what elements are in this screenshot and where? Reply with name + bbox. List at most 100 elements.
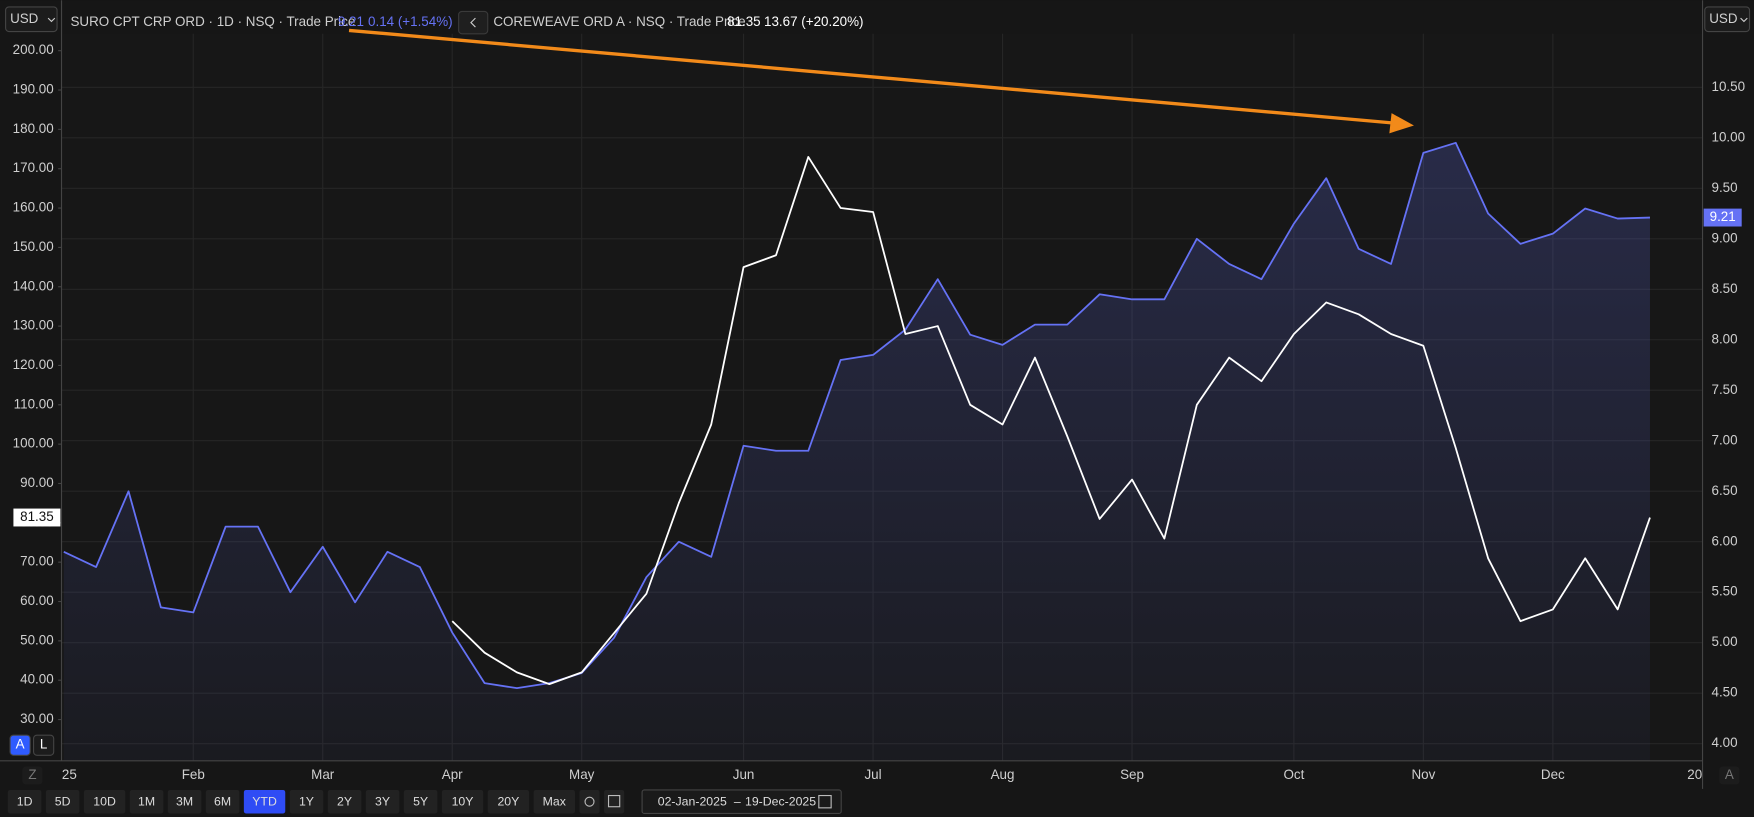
y-tick-label: 190.00 [13, 82, 54, 97]
y2-tick-label: 9.50 [1711, 180, 1737, 195]
y2-tick-label: 4.50 [1711, 685, 1737, 700]
range-button-label[interactable]: 5Y [413, 795, 428, 809]
x-tick-label: Feb [182, 767, 205, 782]
legend-change: 13.67 (+20.20%) [764, 14, 864, 29]
y-tick-label: 180.00 [13, 121, 54, 136]
y-tick-label: 60.00 [20, 593, 54, 608]
date-range-box[interactable] [641, 789, 842, 815]
range-button-label[interactable]: 1M [138, 795, 155, 809]
ui: 4.00 4.50 5.00 5.50 6.00 6.50 7.00 7.50 8.00 8.50… [5, 6, 1751, 815]
currency-right[interactable]: USD [1709, 11, 1738, 26]
y2-tick-label: 7.00 [1711, 432, 1737, 447]
range-button-label[interactable]: 10D [93, 795, 116, 809]
settings-button[interactable] [579, 789, 600, 814]
y-tick-label: 90.00 [20, 475, 54, 490]
range-button[interactable] [83, 789, 126, 814]
scale-mode-label[interactable]: L [40, 737, 48, 752]
legend-change: 0.14 (+1.54%) [368, 14, 453, 29]
range-button[interactable] [487, 789, 530, 814]
range-button[interactable] [167, 789, 202, 814]
corner-button[interactable] [22, 766, 43, 785]
range-button[interactable] [533, 789, 575, 814]
x-end-label: 20 [1687, 767, 1702, 782]
y-tick-label: 70.00 [20, 554, 54, 569]
y2-tick-label: 5.50 [1711, 584, 1737, 599]
y2-tick-label: 5.00 [1711, 634, 1737, 649]
y2-tick-label: 10.00 [1711, 129, 1745, 144]
range-button[interactable] [289, 789, 324, 814]
x-tick-label: Jul [864, 767, 881, 782]
range-button-label[interactable]: 6M [214, 795, 231, 809]
y2-tick-label: 8.50 [1711, 281, 1737, 296]
range-button[interactable] [365, 789, 400, 814]
range-button[interactable] [403, 789, 438, 814]
y-tick-label: 50.00 [20, 632, 54, 647]
date-from[interactable]: 02-Jan-2025 [658, 795, 727, 809]
calendar-icon[interactable] [818, 794, 832, 809]
range-button-label[interactable]: 1D [17, 795, 33, 809]
corner-label[interactable]: A [1725, 767, 1734, 782]
range-button-label[interactable]: 20Y [497, 795, 519, 809]
legend-last-value: 9.21 [338, 14, 364, 29]
range-button-label[interactable]: 1Y [299, 795, 314, 809]
range-button-label[interactable]: 3Y [375, 795, 390, 809]
line [451, 156, 1651, 686]
x-tick-label: Apr [442, 767, 463, 782]
legend-series-name: COREWEAVE ORD A · NSQ · Trade Price [493, 14, 745, 29]
x-tick-label: May [569, 767, 595, 782]
range-button-label[interactable]: YTD [252, 795, 277, 809]
range-button-label[interactable]: 5D [55, 795, 71, 809]
y-tick-label: 150.00 [13, 239, 54, 254]
currency-left[interactable]: USD [10, 11, 39, 26]
scale-mode-button[interactable] [32, 734, 55, 756]
area [63, 142, 1650, 761]
range-button-label[interactable]: 3M [176, 795, 193, 809]
annotation-arrowhead [1389, 113, 1414, 134]
scale-mode-button[interactable] [9, 734, 31, 756]
line [63, 141, 1650, 690]
y-tick-label: 170.00 [13, 160, 54, 175]
range-button[interactable] [45, 789, 80, 814]
y-tick-label: 30.00 [20, 711, 54, 726]
collapse-button[interactable] [458, 10, 489, 35]
corner-button[interactable] [1719, 766, 1740, 785]
y-tick-label: 140.00 [13, 278, 54, 293]
last-value-label: 9.21 [1710, 209, 1736, 224]
table-button[interactable] [604, 789, 625, 814]
x-tick-label: Aug [991, 767, 1015, 782]
table-icon [607, 794, 621, 808]
y2-tick-label: 4.00 [1711, 735, 1737, 750]
currency-box[interactable] [5, 6, 58, 33]
corner-label[interactable]: Z [28, 767, 36, 782]
x-tick-label: Sep [1120, 767, 1144, 782]
range-button[interactable] [441, 789, 484, 814]
y2-tick-label: 8.00 [1711, 331, 1737, 346]
marks [63, 141, 1651, 761]
legend-series-name: SURO CPT CRP ORD · 1D · NSQ · Trade Pric… [70, 14, 355, 29]
date-to[interactable]: 19-Dec-2025 [745, 795, 816, 809]
x-tick-label: Dec [1541, 767, 1565, 782]
annotation-arrow [348, 28, 1397, 125]
currency-box[interactable] [1704, 6, 1751, 33]
range-button-label[interactable]: 2Y [337, 795, 352, 809]
scale-mode-label[interactable]: A [16, 737, 25, 752]
range-button[interactable] [129, 789, 164, 814]
last-value-box [13, 508, 61, 527]
y2-tick-label: 6.50 [1711, 483, 1737, 498]
y2-tick-label: 7.50 [1711, 382, 1737, 397]
y2-tick-label: 10.50 [1711, 79, 1745, 94]
legend-last-value: 81.35 [727, 14, 761, 29]
range-button[interactable] [7, 789, 42, 814]
dropdown-caret [47, 17, 56, 23]
range-button-label[interactable]: Max [543, 795, 567, 809]
range-button[interactable] [243, 789, 286, 814]
y2-tick-label: 6.00 [1711, 533, 1737, 548]
x-tick-label: Jun [733, 767, 755, 782]
range-button[interactable] [205, 789, 240, 814]
x-tick-label: 25 [62, 767, 77, 782]
last-value-label: 81.35 [20, 509, 54, 524]
range-button-label[interactable]: 10Y [452, 795, 474, 809]
range-button[interactable] [327, 789, 362, 814]
